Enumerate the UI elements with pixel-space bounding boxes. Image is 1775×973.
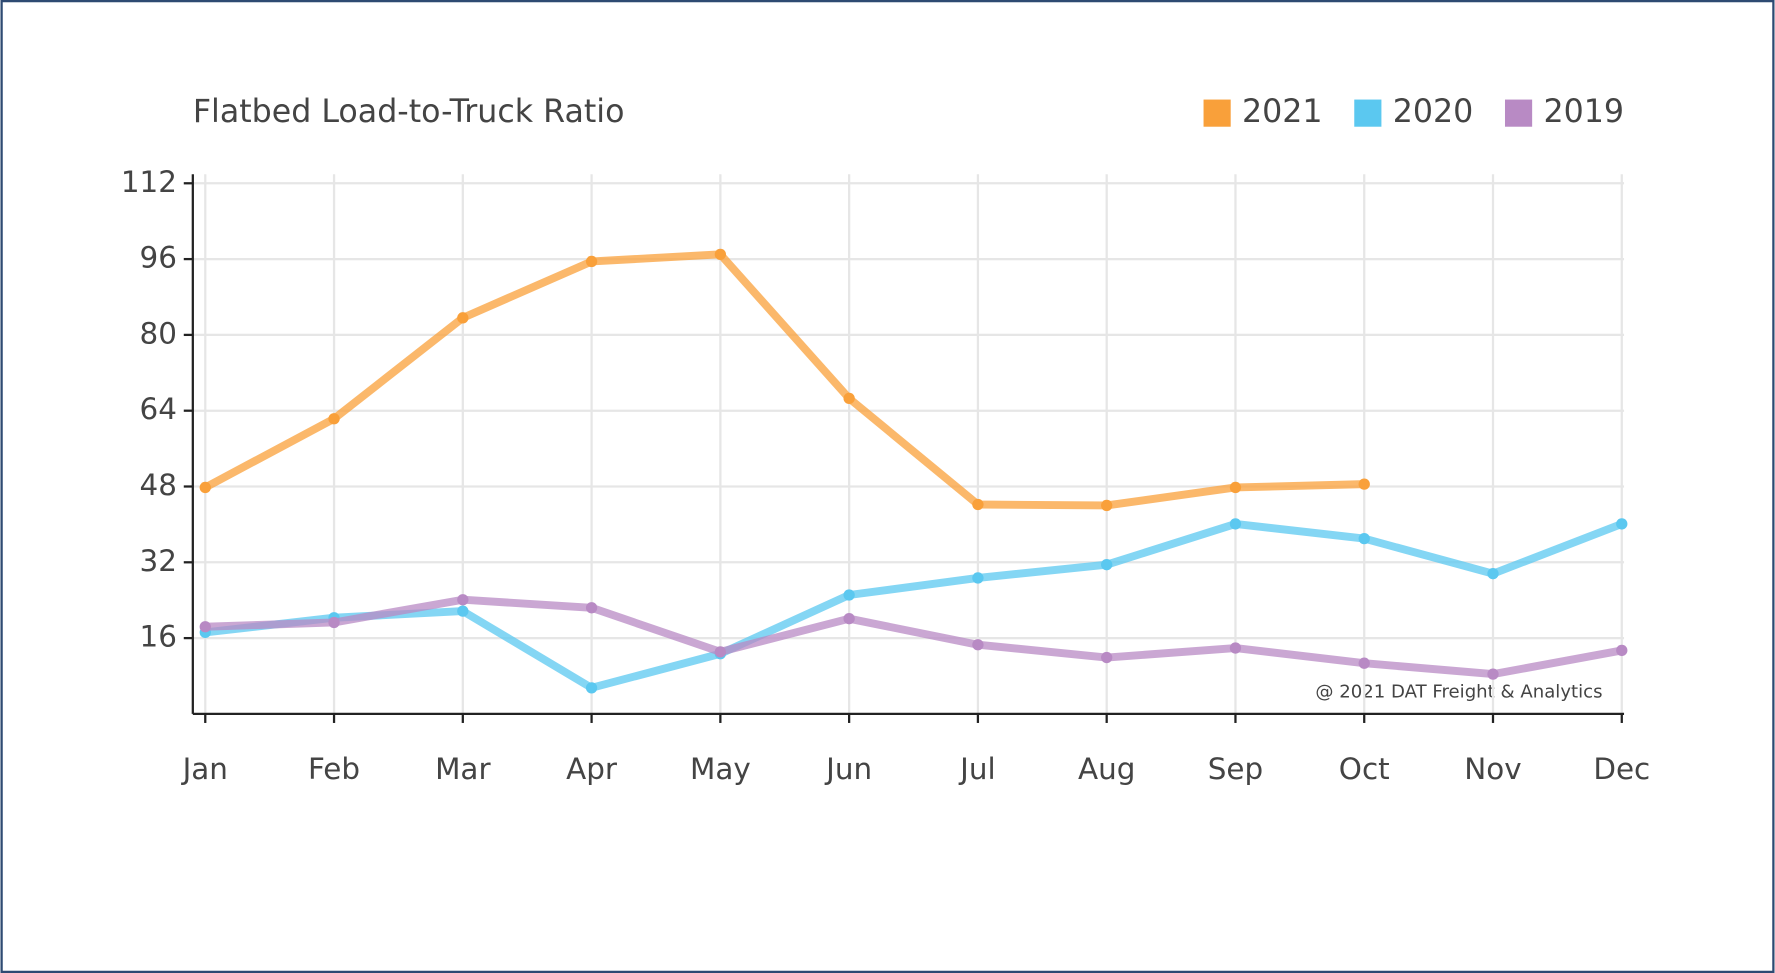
point (199, 621, 211, 633)
point (714, 646, 727, 658)
y-tick-label: 48 (140, 468, 177, 502)
x-tick-label: Dec (1593, 752, 1650, 786)
point (1358, 532, 1370, 545)
point (585, 682, 598, 694)
x-tick-label: Jan (181, 752, 228, 786)
point (1229, 642, 1242, 654)
point (457, 312, 469, 324)
point (1487, 668, 1499, 680)
series-line (201, 519, 1626, 692)
point (457, 594, 469, 606)
y-tick-label: 96 (140, 241, 177, 275)
point (843, 589, 855, 601)
x-tick-label: Oct (1339, 752, 1390, 786)
point (972, 498, 984, 511)
point (1487, 568, 1499, 580)
point (1101, 559, 1113, 571)
point (1229, 518, 1242, 530)
point (328, 413, 340, 425)
point (972, 639, 984, 651)
legend-label: 2019 (1543, 94, 1624, 130)
legend-swatch (1354, 99, 1382, 127)
x-tick-label: May (690, 752, 751, 786)
x-tick-label: Mar (435, 752, 491, 786)
legend-swatch (1504, 99, 1533, 127)
point (1229, 481, 1242, 494)
x-tick-label: Jun (824, 752, 872, 786)
x-tick-label: Sep (1208, 752, 1263, 786)
point (199, 481, 211, 494)
y-tick-label: 112 (121, 165, 177, 199)
legend-label: 2021 (1242, 94, 1323, 130)
legend-swatch (1203, 99, 1231, 127)
y-tick-label: 16 (140, 620, 177, 654)
legend-label: 2020 (1393, 94, 1474, 130)
x-tick-label: Aug (1078, 752, 1135, 786)
x-tick-label: Feb (308, 752, 360, 786)
point (1358, 478, 1370, 490)
point (1616, 518, 1628, 530)
series-line (201, 595, 1626, 679)
annotation: @ 2021 DAT Freight & Analytics (1315, 681, 1602, 702)
point (457, 605, 469, 617)
point (843, 392, 855, 405)
point (1101, 651, 1113, 664)
chart-title: Flatbed Load-to-Truck Ratio (193, 94, 625, 130)
y-tick-label: 64 (140, 392, 177, 426)
point (585, 602, 598, 614)
point (972, 572, 984, 584)
x-tick-label: Jul (958, 752, 995, 786)
point (328, 616, 340, 629)
x-tick-label: Apr (566, 752, 618, 786)
y-tick-label: 32 (140, 544, 177, 578)
point (1616, 644, 1628, 657)
series-line (201, 250, 1369, 510)
point (585, 255, 598, 268)
x-tick-label: Nov (1464, 752, 1521, 786)
point (1101, 499, 1113, 512)
point (843, 613, 855, 625)
point (1358, 657, 1370, 669)
y-tick-label: 80 (140, 316, 177, 350)
point (714, 248, 727, 261)
